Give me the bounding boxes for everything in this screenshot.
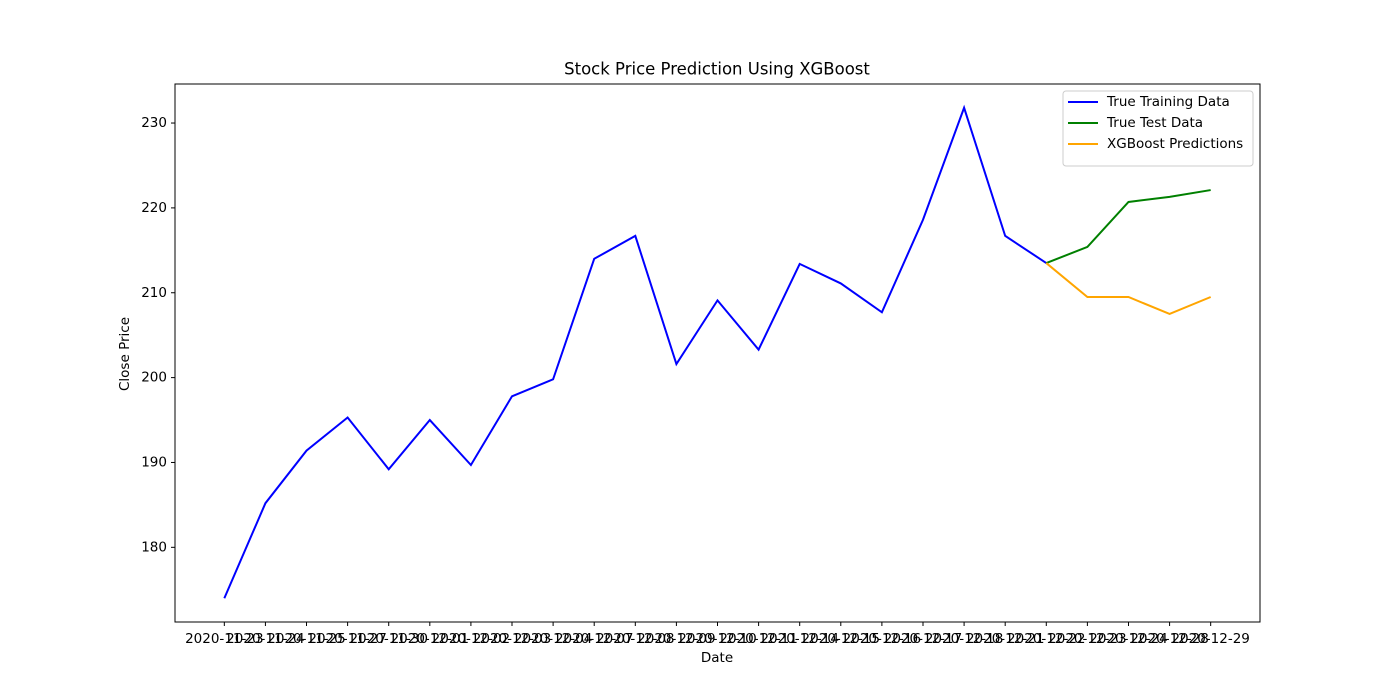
series-line	[223, 104, 1047, 599]
series-line	[1045, 189, 1211, 264]
x-tick-label: 2020-12-03	[473, 631, 551, 647]
y-tick-label: 230	[141, 115, 167, 131]
x-tick-label: 2020-12-11	[719, 631, 797, 647]
x-tick-label: 2020-11-30	[349, 631, 427, 647]
x-tick-label: 2020-12-10	[678, 631, 756, 647]
x-tick-label: 2020-12-24	[1089, 631, 1167, 647]
x-tick-label: 2020-12-08	[596, 631, 674, 647]
x-tick-label: 2020-12-28	[1130, 631, 1208, 647]
x-tick-label: 2020-11-24	[226, 631, 304, 647]
x-tick-label: 2020-11-27	[308, 631, 386, 647]
x-tick-label: 2020-12-29	[1171, 631, 1249, 647]
series-line	[1045, 262, 1212, 316]
y-tick-label: 200	[141, 370, 167, 386]
x-tick-label: 2020-12-02	[432, 631, 510, 647]
x-tick-label: 2020-12-17	[884, 631, 962, 647]
legend-box	[1062, 90, 1254, 167]
x-tick-label: 2020-12-07	[555, 631, 633, 647]
x-tick-label: 2020-11-23	[185, 631, 263, 647]
x-tick-label: 2020-12-04	[514, 631, 592, 647]
x-tick-label: 2020-12-09	[637, 631, 715, 647]
legend-label: True Training Data	[1106, 94, 1230, 110]
legend-label: XGBoost Predictions	[1107, 136, 1243, 152]
x-tick-label: 2020-12-18	[925, 631, 1003, 647]
y-axis-label: Close Price	[117, 317, 133, 391]
y-tick-label: 210	[141, 285, 167, 301]
y-tick-label: 180	[141, 539, 167, 555]
x-tick-label: 2020-12-22	[1007, 631, 1085, 647]
y-tick-label: 190	[141, 454, 167, 470]
y-tick-label: 220	[141, 200, 167, 216]
x-axis-label: Date	[701, 650, 733, 666]
x-tick-label: 2020-12-21	[966, 631, 1044, 647]
x-tick-label: 2020-12-16	[843, 631, 921, 647]
x-tick-label: 2020-12-15	[802, 631, 880, 647]
x-tick-label: 2020-12-23	[1048, 631, 1126, 647]
chart-title: Stock Price Prediction Using XGBoost	[564, 60, 870, 79]
x-tick-label: 2020-12-14	[760, 631, 838, 647]
legend-label: True Test Data	[1106, 115, 1203, 131]
plot-frame	[174, 83, 1261, 623]
x-tick-label: 2020-12-01	[391, 631, 469, 647]
x-tick-label: 2020-11-25	[267, 631, 345, 647]
